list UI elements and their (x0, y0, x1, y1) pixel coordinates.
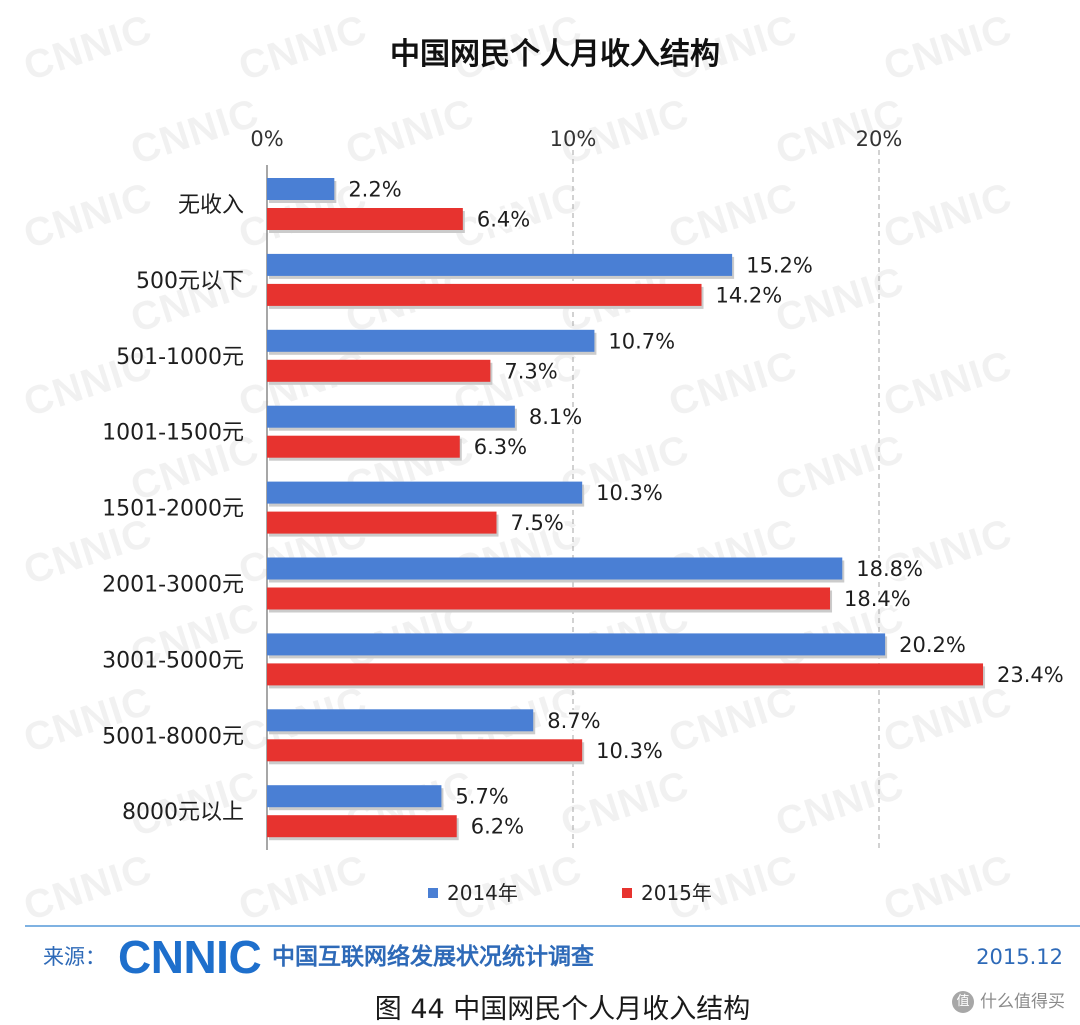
bar-2014 (267, 709, 534, 732)
site-logo-icon: 值 (952, 991, 974, 1013)
data-label-2014: 15.2% (746, 253, 813, 277)
figure-caption: 图 44 中国网民个人月收入结构 (374, 994, 751, 1025)
bar-2014 (267, 329, 595, 352)
category-label: 500元以下 (136, 269, 244, 294)
data-label-2014: 8.7% (547, 709, 600, 733)
chart-title: 中国网民个人月收入结构 (390, 37, 720, 72)
category-label: 1501-2000元 (102, 497, 244, 522)
data-label-2014: 20.2% (899, 633, 966, 657)
bar-2015 (267, 739, 583, 762)
legend-label-2015: 2015年 (641, 881, 712, 905)
bar-2015 (267, 511, 497, 534)
data-label-2014: 2.2% (348, 178, 401, 202)
legend-item-2015: 2015年 (622, 880, 712, 906)
bar-2014 (267, 557, 843, 580)
data-label-2015: 6.3% (474, 435, 527, 459)
category-label: 5001-8000元 (102, 724, 244, 749)
legend-label-2014: 2014年 (447, 881, 518, 905)
category-label: 501-1000元 (116, 345, 244, 370)
bar-2015 (267, 283, 702, 306)
data-label-2015: 6.2% (471, 815, 524, 839)
survey-name: 中国互联网络发展状况统计调查 (272, 944, 594, 970)
bar-2014 (267, 633, 886, 656)
x-tick-label: 10% (550, 127, 597, 151)
x-tick-label: 0% (250, 127, 283, 151)
data-label-2014: 10.3% (596, 481, 663, 505)
legend-swatch-2015 (622, 888, 632, 898)
bar-2015 (267, 435, 460, 458)
footer-rule (25, 925, 1080, 927)
category-label: 8000元以上 (122, 800, 244, 825)
bar-2015 (267, 208, 463, 230)
site-watermark: 值 什么值得买 (952, 990, 1065, 1014)
data-label-2015: 7.5% (511, 511, 564, 535)
data-label-2015: 7.3% (504, 359, 557, 383)
legend-item-2014: 2014年 (428, 880, 518, 906)
bar-2014 (267, 785, 442, 808)
site-name: 什么值得买 (980, 992, 1065, 1012)
bar-2014 (267, 405, 515, 428)
data-label-2015: 18.4% (844, 587, 911, 611)
bar-chart: 0% 10% 20% 无收入 2.2% 6.4% 500元以下 15.2% 14.2% 501-1… (102, 127, 1064, 850)
category-label: 1001-1500元 (102, 421, 244, 446)
data-label-2015: 14.2% (716, 283, 783, 307)
bar-2015 (267, 587, 831, 610)
bar-2014 (267, 178, 335, 200)
data-label-2014: 8.1% (529, 405, 582, 429)
bar-2014 (267, 481, 583, 504)
cnnic-logo: CNNIC (118, 931, 262, 983)
source-label: 来源： (43, 945, 106, 969)
category-label: 2001-3000元 (102, 573, 244, 598)
category-label: 无收入 (178, 193, 244, 218)
data-label-2015: 10.3% (596, 739, 663, 763)
bar-2015 (267, 359, 491, 382)
bar-2014 (267, 253, 733, 276)
bar-2015 (267, 815, 457, 838)
data-label-2015: 23.4% (997, 663, 1064, 687)
data-label-2014: 18.8% (856, 557, 923, 581)
x-tick-label: 20% (856, 127, 903, 151)
report-date: 2015.12 (976, 945, 1063, 969)
data-label-2014: 10.7% (608, 329, 675, 353)
legend-swatch-2014 (428, 888, 438, 898)
category-label: 3001-5000元 (102, 648, 244, 673)
data-label-2014: 5.7% (455, 785, 508, 809)
bar-2015 (267, 663, 984, 686)
data-label-2015: 6.4% (477, 208, 530, 232)
